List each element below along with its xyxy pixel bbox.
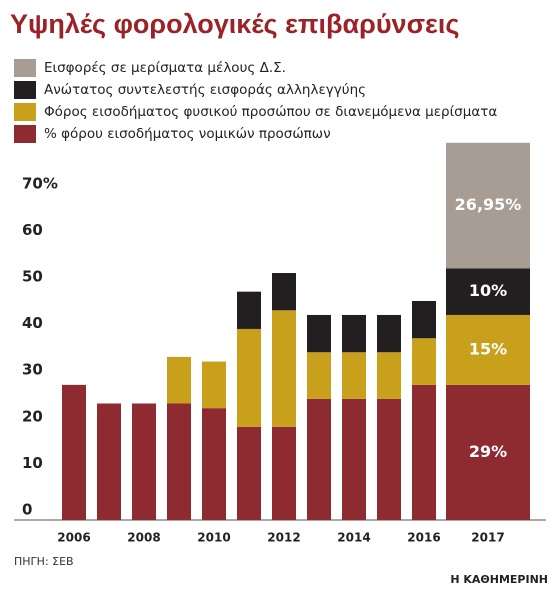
data-label: 26,95% bbox=[455, 195, 522, 214]
data-label: 15% bbox=[469, 339, 507, 358]
y-tick-label: 70% bbox=[22, 174, 58, 192]
legend-swatch bbox=[14, 125, 36, 143]
y-tick-label: 10 bbox=[22, 454, 43, 472]
bar-segment bbox=[237, 291, 261, 329]
bar-segment bbox=[167, 403, 191, 520]
data-label: 10% bbox=[469, 281, 507, 300]
x-tick-label: 2017 bbox=[471, 531, 504, 545]
bar-segment bbox=[412, 384, 436, 520]
y-tick-label: 40 bbox=[22, 314, 43, 332]
bar-segment bbox=[446, 142, 530, 269]
bar-segment bbox=[97, 403, 121, 520]
x-tick-label: 2012 bbox=[267, 531, 300, 545]
y-tick-label: 20 bbox=[22, 407, 43, 425]
legend-label: Φόρος εισοδήματος φυσικού προσώπου σε δι… bbox=[44, 104, 497, 120]
x-tick-label: 2008 bbox=[127, 531, 160, 545]
y-tick-label: 0 bbox=[22, 501, 32, 519]
bar-segment bbox=[272, 426, 296, 520]
y-tick-label: 30 bbox=[22, 361, 43, 379]
bar-segment bbox=[377, 352, 401, 399]
legend-label: Εισφορές σε μερίσματα μέλους Δ.Σ. bbox=[44, 60, 286, 76]
legend-label: % φόρου εισοδήματος νομικών προσώπων bbox=[44, 126, 331, 142]
bar-segment bbox=[237, 328, 261, 427]
y-tick-label: 60 bbox=[22, 221, 43, 239]
source: ΠΗΓΗ: ΣΕΒ bbox=[14, 555, 74, 568]
bar-segment bbox=[342, 398, 366, 520]
bar-segment bbox=[377, 398, 401, 520]
chart-title: Υψηλές φορολογικές επιβαρύνσεις bbox=[10, 9, 459, 39]
bar-segment bbox=[272, 310, 296, 427]
bar-segment bbox=[237, 426, 261, 520]
bar-segment bbox=[132, 403, 156, 520]
bar-segment bbox=[412, 338, 436, 385]
x-tick-label: 2010 bbox=[197, 531, 230, 545]
legend-label: Ανώτατος συντελεστής εισφοράς αλληλεγγύη… bbox=[44, 82, 366, 98]
legend-swatch bbox=[14, 81, 36, 99]
bar-segment bbox=[377, 314, 401, 353]
bar-segment bbox=[307, 398, 331, 520]
bar-segment bbox=[202, 361, 226, 409]
bar-segment bbox=[272, 273, 296, 311]
bar-segment bbox=[307, 352, 331, 399]
bar-segment bbox=[412, 300, 436, 339]
bar-segment bbox=[307, 314, 331, 353]
bar-segment bbox=[342, 352, 366, 399]
credit: Η ΚΑΘΗΜΕΡΙΝΗ bbox=[450, 573, 548, 586]
legend-swatch bbox=[14, 103, 36, 121]
legend-swatch bbox=[14, 59, 36, 77]
x-tick-label: 2016 bbox=[407, 531, 440, 545]
data-label: 29% bbox=[469, 442, 507, 461]
bar-segment bbox=[342, 314, 366, 353]
bar-segment bbox=[446, 268, 530, 315]
bar-segment bbox=[62, 384, 86, 520]
y-tick-label: 50 bbox=[22, 268, 43, 286]
x-tick-label: 2006 bbox=[57, 531, 90, 545]
bar-segment bbox=[167, 356, 191, 404]
bar-segment bbox=[446, 384, 530, 520]
bar-segment bbox=[446, 314, 530, 385]
x-tick-label: 2014 bbox=[337, 531, 370, 545]
bar-segment bbox=[202, 408, 226, 520]
